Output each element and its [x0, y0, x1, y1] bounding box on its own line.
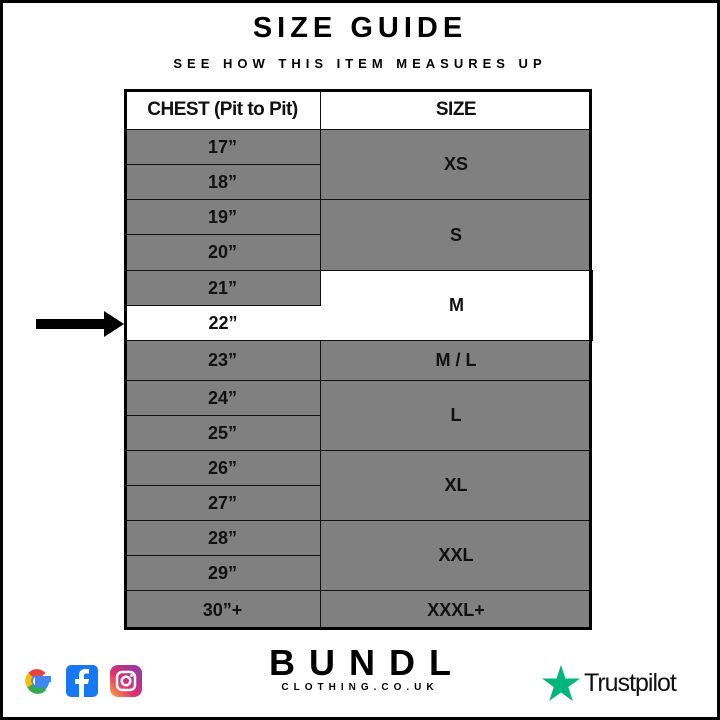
- trustpilot-star-icon: [542, 665, 580, 701]
- google-icon[interactable]: [22, 664, 54, 698]
- chest-cell: 27”: [124, 485, 321, 521]
- brand-logo: BUNDL CLOTHING.CO.UK: [250, 642, 470, 694]
- header-chest: CHEST (Pit to Pit): [124, 89, 321, 130]
- trustpilot-text: Trustpilot: [584, 668, 677, 697]
- chest-cell: 21”: [124, 270, 321, 306]
- size-cell: XXXL+: [320, 590, 592, 630]
- chest-cell: 18”: [124, 164, 321, 200]
- chest-cell: 23”: [124, 340, 321, 381]
- chest-cell: 26”: [124, 450, 321, 486]
- facebook-icon[interactable]: [66, 664, 98, 698]
- arrow-pointer-icon: [36, 311, 124, 337]
- instagram-icon[interactable]: [110, 665, 142, 697]
- chest-cell: 25”: [124, 415, 321, 451]
- brand-website: CLOTHING.CO.UK: [281, 682, 439, 693]
- chest-cell: 29”: [124, 555, 321, 591]
- size-cell: L: [320, 380, 592, 451]
- size-cell: XXL: [320, 520, 592, 591]
- trustpilot-logo[interactable]: Trustpilot: [542, 665, 677, 701]
- chest-cell: 19”: [124, 199, 321, 235]
- size-cell: S: [320, 199, 592, 271]
- social-icons: [22, 664, 142, 698]
- chest-cell: 28”: [124, 520, 321, 556]
- page-subtitle: SEE HOW THIS ITEM MEASURES UP: [173, 56, 547, 71]
- size-cell: XS: [320, 129, 592, 200]
- size-cell: M: [321, 270, 593, 341]
- chest-cell: 20”: [124, 234, 321, 271]
- size-cell: M / L: [320, 340, 592, 381]
- chest-cell: 22”: [124, 305, 321, 341]
- chest-cell: 30”+: [124, 590, 321, 630]
- brand-name: BUNDL: [269, 642, 465, 683]
- chest-cell: 17”: [124, 129, 321, 165]
- page-title: SIZE GUIDE: [252, 12, 468, 44]
- size-cell: XL: [320, 450, 592, 521]
- header-size: SIZE: [320, 89, 592, 130]
- chest-cell: 24”: [124, 380, 321, 416]
